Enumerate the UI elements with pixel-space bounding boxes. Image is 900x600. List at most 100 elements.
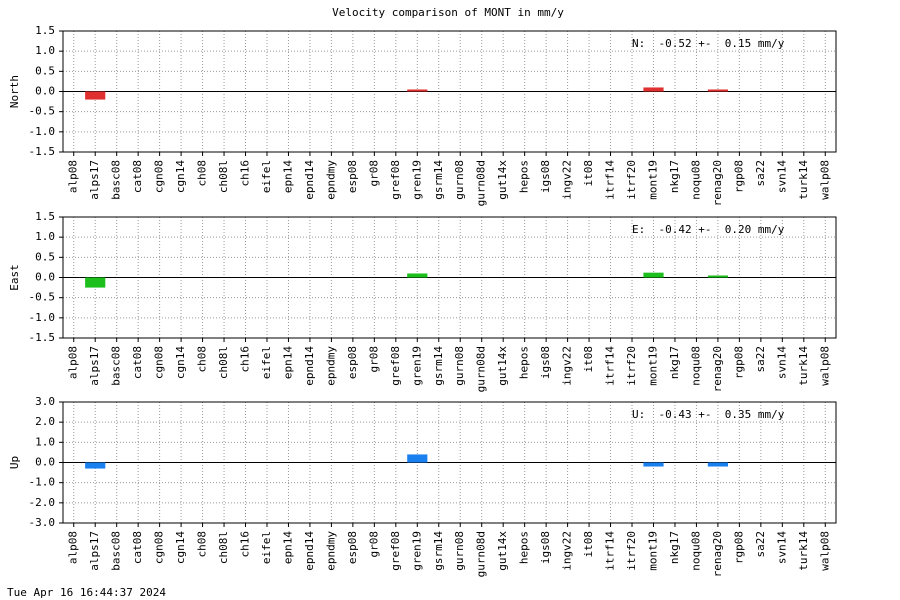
x-tick-label: it08	[582, 346, 595, 373]
x-tick-label: cgn14	[174, 346, 187, 379]
x-tick-label: walp08	[818, 531, 831, 571]
x-tick-label: eifel	[260, 531, 273, 564]
x-tick-label: itrf20	[625, 346, 638, 386]
x-tick-label: ch16	[239, 346, 252, 373]
x-tick-label: gr08	[367, 346, 380, 373]
x-tick-label: ch08	[196, 531, 209, 558]
bar	[407, 273, 428, 278]
y-tick-label: 0.0	[35, 271, 55, 284]
x-tick-label: ch16	[239, 160, 252, 187]
x-tick-label: eifel	[260, 346, 273, 379]
x-tick-label: ingv22	[561, 531, 574, 571]
x-tick-label: gren19	[410, 160, 423, 200]
x-tick-label: alp08	[67, 346, 80, 379]
x-tick-label: gren19	[410, 531, 423, 571]
x-tick-label: noqu08	[689, 160, 702, 200]
y-tick-label: -1.0	[29, 476, 56, 489]
x-tick-label: renag20	[711, 160, 724, 206]
bar	[407, 454, 428, 463]
x-tick-label: rgp08	[732, 531, 745, 564]
x-tick-label: walp08	[818, 346, 831, 386]
x-tick-label: turk14	[797, 531, 810, 571]
y-tick-label: 3.0	[35, 395, 55, 408]
annotation: E: -0.42 +- 0.20 mm/y	[632, 223, 785, 236]
x-tick-label: gut14x	[496, 160, 509, 200]
x-tick-label: gref08	[389, 531, 402, 571]
x-tick-label: igs08	[539, 160, 552, 193]
x-tick-label: ingv22	[561, 346, 574, 386]
y-tick-label: 1.0	[35, 435, 55, 448]
y-tick-label: 1.5	[35, 210, 55, 223]
bar	[707, 462, 728, 467]
x-tick-label: gurn08d	[475, 531, 488, 577]
x-tick-label: gurn08d	[475, 346, 488, 392]
bar	[407, 89, 428, 92]
x-tick-label: itrf14	[604, 531, 617, 571]
x-tick-label: mont19	[646, 160, 659, 200]
y-tick-label: 1.5	[35, 24, 55, 37]
x-tick-label: nkg17	[668, 531, 681, 564]
x-tick-label: sa22	[754, 346, 767, 373]
x-tick-label: ch08l	[217, 531, 230, 564]
x-tick-label: gurn08	[453, 160, 466, 200]
x-tick-label: rgp08	[732, 346, 745, 379]
x-tick-label: gurn08	[453, 346, 466, 386]
y-tick-label: -1.5	[29, 331, 56, 344]
x-tick-label: it08	[582, 531, 595, 558]
x-tick-label: esp08	[346, 160, 359, 193]
x-tick-label: igs08	[539, 346, 552, 379]
x-tick-label: ch08l	[217, 346, 230, 379]
x-tick-label: epnd14	[303, 531, 316, 571]
x-tick-label: renag20	[711, 346, 724, 392]
x-tick-label: gut14x	[496, 531, 509, 571]
x-tick-label: epnd14	[303, 160, 316, 200]
y-tick-label: 0.0	[35, 85, 55, 98]
annotation: N: -0.52 +- 0.15 mm/y	[632, 37, 785, 50]
timestamp: Tue Apr 16 16:44:37 2024	[7, 586, 166, 599]
x-tick-label: esp08	[346, 346, 359, 379]
x-tick-label: gsrm14	[432, 160, 445, 200]
y-tick-label: 0.5	[35, 250, 55, 263]
y-tick-label: 0.5	[35, 64, 55, 77]
x-tick-label: sa22	[754, 531, 767, 558]
bar	[643, 462, 664, 467]
y-axis-label: Up	[8, 456, 21, 469]
bar	[85, 277, 106, 288]
x-tick-label: rgp08	[732, 160, 745, 193]
y-axis-label: North	[8, 75, 21, 108]
x-tick-label: hepos	[518, 346, 531, 379]
y-tick-label: -1.0	[29, 125, 56, 138]
x-tick-label: ch08	[196, 346, 209, 373]
y-tick-label: 1.0	[35, 230, 55, 243]
x-tick-label: turk14	[797, 346, 810, 386]
x-tick-label: alp08	[67, 531, 80, 564]
x-tick-label: it08	[582, 160, 595, 187]
x-tick-label: gr08	[367, 160, 380, 187]
plot-frame	[62, 216, 837, 339]
x-tick-label: gr08	[367, 531, 380, 558]
y-tick-label: -0.5	[29, 105, 56, 118]
x-tick-label: alps17	[88, 346, 101, 386]
y-tick-label: -1.0	[29, 311, 56, 324]
x-tick-label: gurn08d	[475, 160, 488, 206]
x-tick-label: cgn14	[174, 160, 187, 193]
x-tick-label: svn14	[775, 160, 788, 193]
y-tick-label: 1.0	[35, 44, 55, 57]
plot-frame	[62, 401, 837, 524]
annotation: U: -0.43 +- 0.35 mm/y	[632, 408, 785, 421]
x-tick-label: epn14	[281, 160, 294, 193]
x-tick-label: cgn14	[174, 531, 187, 564]
x-tick-label: sa22	[754, 160, 767, 187]
x-tick-label: mont19	[646, 346, 659, 386]
x-tick-label: itrf14	[604, 160, 617, 200]
x-tick-label: itrf20	[625, 160, 638, 200]
x-tick-label: gref08	[389, 160, 402, 200]
x-tick-label: basc08	[110, 160, 123, 200]
x-tick-label: cat08	[131, 160, 144, 193]
x-tick-label: alp08	[67, 160, 80, 193]
x-tick-label: ingv22	[561, 160, 574, 200]
bar	[85, 91, 106, 100]
x-tick-label: epndmy	[324, 346, 337, 386]
x-tick-label: alps17	[88, 531, 101, 571]
